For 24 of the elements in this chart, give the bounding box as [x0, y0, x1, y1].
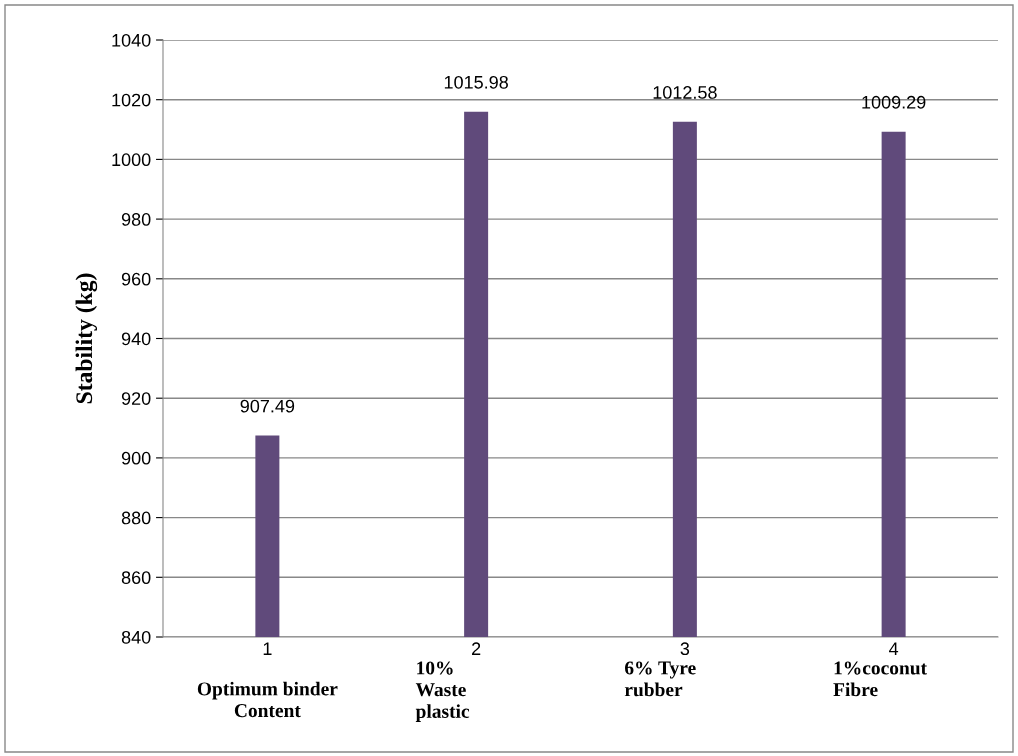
data-label: 1009.29 [862, 95, 926, 109]
x-tick-label: 3 [680, 642, 690, 656]
x-tick-label: 4 [889, 642, 899, 655]
y-tick-label: 1040 [112, 33, 151, 47]
y-tick-label: 1000 [112, 153, 151, 167]
y-tick-label: 880 [121, 511, 151, 525]
y-tick-label: 960 [121, 272, 151, 286]
y-tick-label: 1020 [112, 93, 151, 107]
y-tick-label: 980 [121, 213, 151, 226]
y-tick-label: 860 [121, 571, 151, 585]
text: 1%coconut Fibre [833, 661, 927, 697]
x-tick-label: 2 [472, 642, 481, 655]
data-label: 1015.98 [444, 75, 508, 89]
text: 6% Tyre rubber [624, 661, 696, 697]
text: 10% Waste plastic [415, 661, 470, 722]
x-tick-label: 1 [263, 642, 272, 655]
y-tick-label: 900 [121, 451, 151, 465]
y-tick-label: 920 [121, 392, 151, 405]
text: Optimum binder Content [197, 681, 338, 718]
y-tick-label: 940 [121, 332, 151, 346]
y-tick-label: 840 [121, 630, 151, 644]
y-axis-title: Stability (kg) [75, 273, 98, 404]
data-label: 1012.58 [653, 86, 717, 99]
data-label: 907.49 [240, 399, 295, 413]
